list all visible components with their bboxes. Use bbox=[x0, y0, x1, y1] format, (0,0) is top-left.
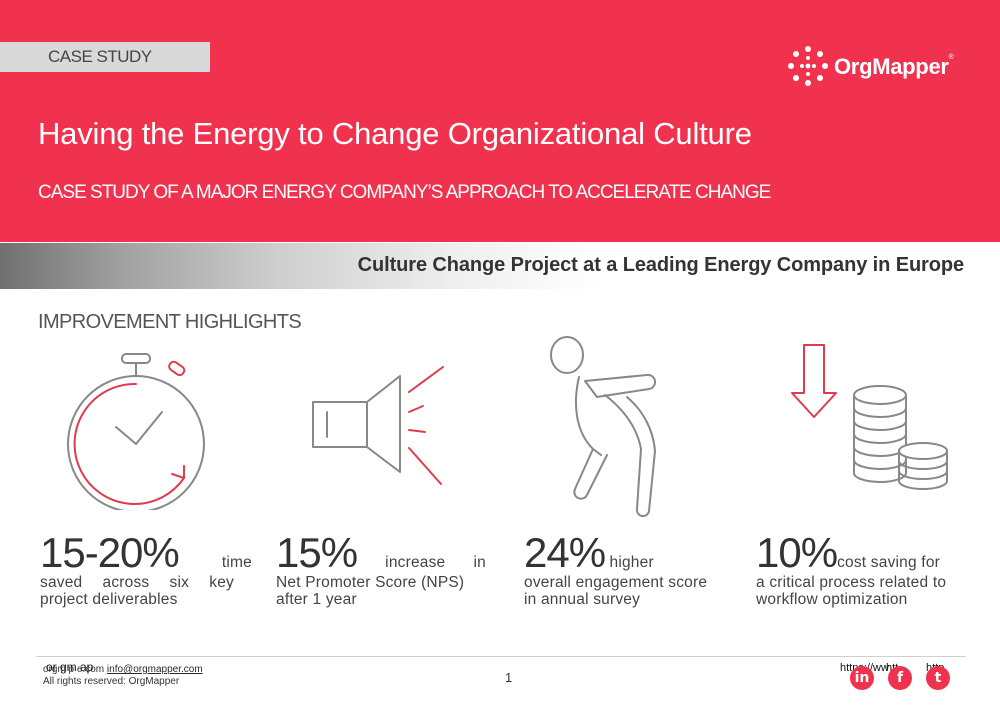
stopwatch-icon bbox=[67, 353, 205, 510]
footer-broken-text: or gm ap bbox=[46, 660, 94, 674]
highlight-lead: time bbox=[221, 554, 252, 571]
highlight-value: 24% bbox=[524, 529, 606, 576]
page-number: 1 bbox=[505, 670, 513, 685]
highlight-value: 10% bbox=[756, 529, 838, 576]
highlight-nps: 15% increase in Net Promoter Score (NPS)… bbox=[276, 529, 488, 609]
page-title: Having the Energy to Change Organization… bbox=[38, 116, 752, 151]
twitter-icon[interactable]: t bbox=[926, 666, 950, 690]
hero-banner: CASE STUDY OrgMapper® Having the Energy … bbox=[0, 0, 1000, 242]
project-band-text: Culture Change Project at a Leading Ener… bbox=[357, 254, 964, 276]
facebook-icon[interactable]: f bbox=[888, 666, 912, 690]
footer-divider bbox=[36, 656, 966, 657]
highlight-lead: increase in bbox=[385, 554, 486, 571]
highlight-desc: Net Promoter Score (NPS) after 1 year bbox=[276, 574, 465, 608]
cost-coins-down-icon bbox=[791, 344, 948, 490]
highlight-time-saved: 15-20% time saved across six key project… bbox=[40, 529, 252, 609]
energetic-person-icon bbox=[550, 336, 657, 518]
section-title: IMPROVEMENT HIGHLIGHTS bbox=[38, 311, 302, 333]
page-subtitle: CASE STUDY OF A MAJOR ENERGY COMPANY’S A… bbox=[38, 182, 771, 203]
orgmapper-logo-mark-icon bbox=[788, 46, 828, 86]
megaphone-icon bbox=[312, 366, 444, 485]
footer-rights: All rights reserved: OrgMapper bbox=[43, 676, 180, 687]
case-study-tag: CASE STUDY bbox=[0, 42, 210, 72]
orgmapper-logo: OrgMapper® bbox=[786, 44, 966, 90]
highlight-cost-saving: 10%cost saving for a critical process re… bbox=[756, 529, 968, 609]
highlight-value: 15-20% bbox=[40, 529, 180, 576]
highlight-desc: overall engagement score in annual surve… bbox=[524, 574, 708, 608]
footer-site-fragment: orgm p e.com bbox=[43, 664, 105, 675]
project-band: Culture Change Project at a Leading Ener… bbox=[0, 243, 1000, 289]
highlight-engagement: 24% higher overall engagement score in a… bbox=[524, 529, 736, 609]
logo-registered-mark: ® bbox=[948, 54, 954, 61]
highlight-lead: cost saving for bbox=[837, 554, 940, 571]
highlight-value: 15% bbox=[276, 529, 358, 576]
footer-email-link[interactable]: info@orgmapper.com bbox=[106, 664, 203, 675]
highlight-desc: a critical process related to workflow o… bbox=[756, 574, 947, 608]
logo-wordmark: OrgMapper bbox=[834, 54, 949, 79]
highlight-desc: saved across six key project deliverable… bbox=[40, 574, 234, 608]
highlight-lead: higher bbox=[609, 554, 654, 571]
linkedin-icon[interactable]: in bbox=[850, 666, 874, 690]
footer-contact: orgm p e.com info@orgmapper.com All righ… bbox=[43, 664, 203, 688]
